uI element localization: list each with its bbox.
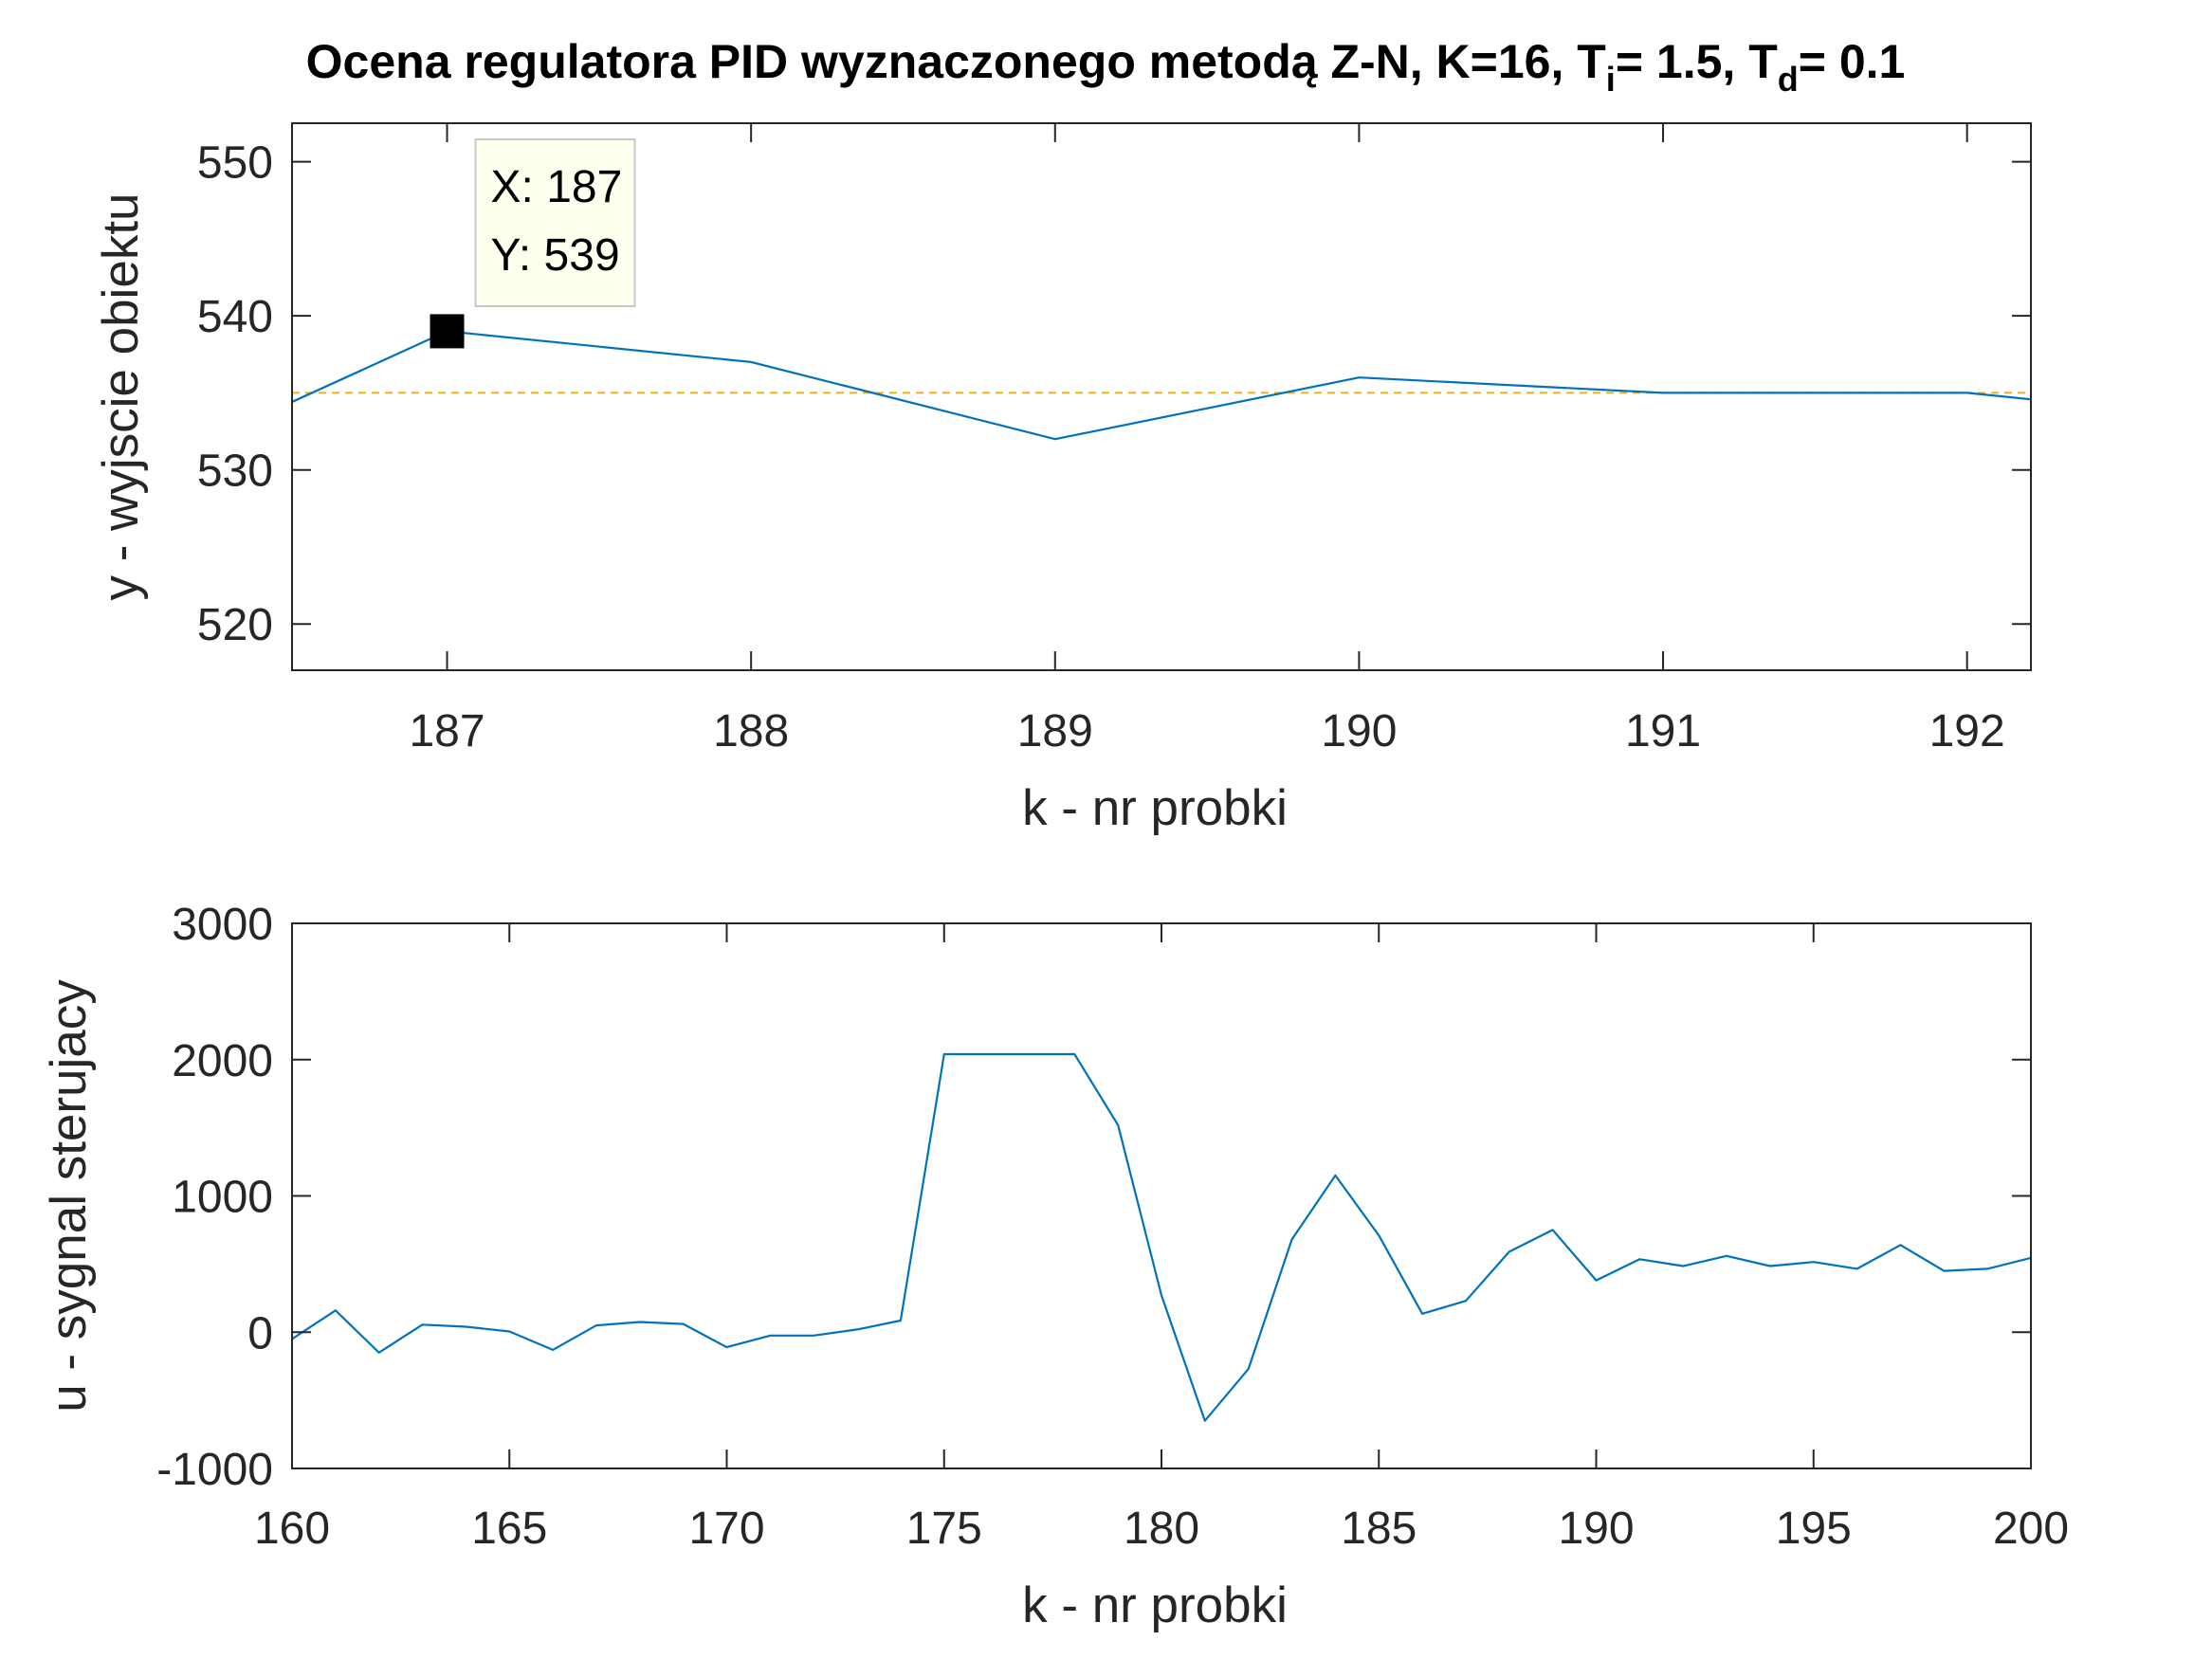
axes-frame	[291, 922, 2032, 1469]
axes-frame	[291, 122, 2032, 671]
series-line-output	[292, 330, 2031, 441]
x-tick-label: 170	[688, 1504, 764, 1554]
title-subscript-i: i	[1606, 60, 1616, 99]
datatip-x-text: X: 187	[491, 162, 623, 212]
x-tick-label: 190	[1558, 1504, 1634, 1554]
y-tick-label: 1000	[172, 1173, 273, 1223]
x-tick-label: 187	[409, 706, 484, 757]
x-axis-label: k - nr probki	[1022, 1577, 1288, 1633]
datatip-y-text: Y: 539	[491, 230, 620, 281]
x-tick-label: 175	[906, 1504, 982, 1554]
x-tick-label: 165	[471, 1504, 547, 1554]
control-plot[interactable]: 160 165 170 175 180 185 190 195 200 -1000 0 1000 200…	[41, 900, 2069, 1633]
x-tick-label: 185	[1341, 1504, 1417, 1554]
datatip-box	[474, 138, 636, 307]
x-tick-label: 200	[1993, 1504, 2069, 1554]
y-tick-label: 520	[197, 600, 273, 650]
y-tick-label: 530	[197, 447, 273, 497]
x-tick-label: 180	[1124, 1504, 1199, 1554]
x-tick-label: 160	[254, 1504, 330, 1554]
datatip[interactable]: X: 187 Y: 539	[430, 138, 636, 349]
plot-area	[292, 923, 2031, 1468]
y-tick-label: -1000	[156, 1445, 273, 1495]
y-tick-label: 0	[247, 1308, 273, 1358]
y-tick-label: 3000	[172, 900, 273, 950]
y-tick-label: 540	[197, 292, 273, 342]
datatip-marker[interactable]	[430, 314, 465, 349]
chart-title: Ocena regulatora PID wyznaczonego metodą…	[306, 35, 1906, 99]
output-plot[interactable]: 187 188 189 190 191 192 520 530 540 550 k - nr pro…	[93, 122, 2212, 836]
title-end: = 0.1	[1799, 35, 1906, 88]
x-tick-label: 192	[1929, 706, 2005, 757]
plot-content	[292, 1052, 2031, 1422]
x-tick-label: 190	[1321, 706, 1397, 757]
x-tick-label: 188	[713, 706, 789, 757]
title-subscript-d: d	[1778, 60, 1799, 99]
y-axis-label: y - wyjscie obiektu	[93, 192, 149, 600]
plot-content	[292, 330, 2031, 441]
y-tick-label: 550	[197, 138, 273, 189]
title-main: Ocena regulatora PID wyznaczonego metodą…	[306, 35, 1606, 88]
title-middle: = 1.5, T	[1616, 35, 1778, 88]
x-tick-label: 189	[1017, 706, 1093, 757]
x-tick-label: 195	[1776, 1504, 1852, 1554]
y-axis-label: u - sygnal sterujacy	[41, 979, 97, 1413]
y-tick-label: 2000	[172, 1036, 273, 1086]
x-tick-label: 191	[1625, 706, 1701, 757]
x-axis-label: k - nr probki	[1022, 780, 1288, 836]
